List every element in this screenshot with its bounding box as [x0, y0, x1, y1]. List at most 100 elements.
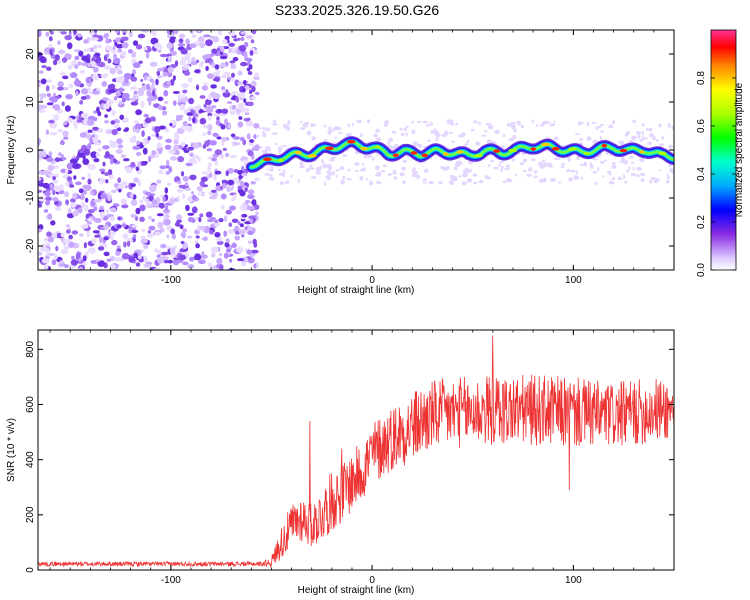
spectrogram-noise-cell	[167, 259, 173, 264]
spectrogram-noise-cell	[57, 86, 64, 91]
spectrogram-noise-cell	[320, 159, 324, 164]
spectrogram-noise-cell	[300, 120, 303, 123]
spectrogram-noise-cell	[38, 82, 43, 87]
spectrogram-noise-cell	[67, 208, 72, 214]
spectrogram-signal-peak	[583, 151, 590, 156]
spectrogram-noise-cell	[226, 186, 232, 193]
spectrogram-noise-cell	[209, 196, 217, 200]
spectrogram-noise-cell	[484, 130, 488, 133]
spectrogram-noise-cell	[374, 174, 379, 177]
y-tick-label: 400	[25, 451, 36, 468]
spectrogram-noise-cell	[147, 230, 152, 234]
spectrogram-noise-cell	[114, 30, 120, 33]
spectrogram-noise-cell	[177, 43, 186, 47]
spectrogram-noise-cell	[375, 137, 382, 142]
spectrogram-noise-cell	[473, 181, 478, 185]
spectrogram-noise-cell	[243, 80, 247, 85]
spectrogram-noise-cell	[310, 175, 317, 179]
spectrogram-noise-cell	[330, 156, 337, 159]
spectrogram-noise-cell	[187, 58, 192, 65]
spectrogram-noise-cell	[221, 86, 226, 91]
spectrogram-signal-peak	[530, 147, 536, 151]
spectrogram-noise-cell	[435, 137, 439, 142]
spectrogram-noise-cell	[327, 172, 334, 176]
spectrogram-noise-cell	[632, 121, 636, 124]
spectrogram-noise-cell	[120, 154, 126, 159]
spectrogram-noise-cell	[69, 184, 75, 188]
spectrogram-noise-cell	[653, 179, 659, 184]
spectrogram-noise-cell	[156, 142, 162, 149]
spectrogram-noise-cell	[121, 181, 128, 186]
spectrogram-noise-cell	[52, 197, 59, 202]
spectrogram-noise-cell	[130, 192, 134, 199]
spectrogram-noise-cell	[170, 228, 176, 235]
spectrogram-noise-cell	[116, 245, 121, 249]
spectrogram-noise-cell	[187, 216, 194, 223]
spectrogram-noise-cell	[580, 163, 584, 167]
spectrogram-noise-cell	[160, 53, 168, 58]
spectrogram-noise-cell	[93, 110, 97, 114]
spectrogram-noise-cell	[174, 134, 180, 141]
spectrogram-noise-cell	[487, 125, 494, 130]
spectrogram-noise-cell	[182, 89, 188, 94]
spectrogram-noise-cell	[75, 90, 79, 97]
spectrogram-noise-cell	[422, 181, 428, 184]
spectrogram-noise-cell	[230, 133, 236, 138]
spectrogram-noise-cell	[183, 149, 190, 153]
spectrogram-noise-cell	[94, 217, 102, 223]
spectrogram-noise-cell	[75, 252, 81, 259]
spectrogram-noise-cell	[106, 209, 110, 214]
spectrogram-noise-cell	[108, 173, 114, 180]
spectrogram-noise-cell	[234, 225, 240, 230]
spectrogram-noise-cell	[235, 96, 240, 103]
spectrogram-noise-cell	[39, 93, 47, 99]
spectrogram-noise-cell	[185, 204, 190, 212]
spectrogram-noise-cell	[199, 117, 207, 125]
spectrogram-noise-cell	[199, 42, 206, 48]
spectrogram-noise-cell	[223, 230, 227, 237]
spectrogram-noise-cell	[219, 154, 225, 159]
spectrogram-noise-cell	[120, 36, 129, 42]
spectrogram-noise-cell	[97, 246, 105, 251]
spectrogram-noise-cell	[113, 124, 120, 129]
spectrogram-noise-cell	[191, 191, 195, 195]
spectrogram-noise-cell	[249, 218, 254, 224]
spectrogram-noise-cell	[97, 260, 105, 267]
spectrogram-noise-cell	[342, 176, 346, 180]
spectrogram-noise-cell	[255, 134, 260, 137]
spectrogram-noise-cell	[104, 172, 110, 176]
spectrogram-noise-cell	[461, 181, 467, 186]
spectrogram-noise-cell	[160, 243, 167, 249]
spectrogram-noise-cell	[165, 214, 170, 218]
spectrogram-noise-cell	[181, 94, 186, 99]
spectrogram-noise-cell	[541, 120, 548, 125]
spectrogram-noise-cell	[113, 257, 121, 262]
spectrogram-noise-cell	[178, 184, 185, 189]
spectrogram-noise-cell	[457, 161, 463, 165]
spectrogram-noise-cell	[151, 218, 155, 222]
spectrogram-noise-cell	[187, 146, 195, 151]
spectrogram-noise-cell	[235, 231, 240, 235]
spectrogram-noise-cell	[189, 256, 195, 262]
spectrogram-noise-cell	[45, 200, 51, 206]
spectrogram-noise-cell	[500, 165, 504, 170]
spectrogram-noise-cell	[73, 79, 82, 86]
spectrogram-noise-cell	[498, 164, 501, 167]
spectrogram-signal-peak	[493, 149, 500, 153]
spectrogram-noise-cell	[106, 258, 112, 262]
colorbar-tick-label: 0.8	[696, 71, 707, 85]
spectrogram-signal-peak	[568, 147, 577, 151]
spectrogram-noise-cell	[238, 92, 246, 99]
y-tick-label: 20	[25, 48, 36, 60]
spectrogram-noise-cell	[514, 173, 517, 177]
figure-title: S233.2025.326.19.50.G26	[275, 2, 439, 18]
spectrogram-noise-cell	[78, 266, 84, 270]
spectrogram-noise-cell	[189, 43, 197, 48]
spectrogram-noise-cell	[41, 65, 47, 69]
spectrogram-noise-cell	[371, 156, 375, 161]
spectrogram-noise-cell	[668, 145, 674, 149]
spectrogram-noise-cell	[77, 33, 82, 38]
spectrogram-noise-cell	[87, 119, 95, 126]
spectrogram-noise-cell	[428, 180, 435, 185]
spectrogram-noise-cell	[247, 240, 253, 244]
